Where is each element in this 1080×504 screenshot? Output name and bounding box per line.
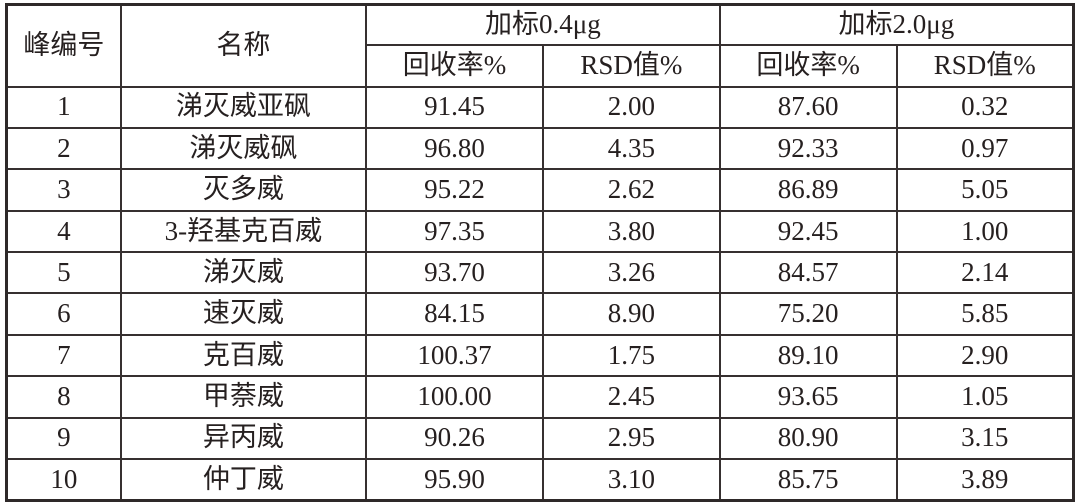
cell-recovery-0-4: 90.26	[365, 416, 544, 461]
header-peak-number: 峰编号	[5, 3, 122, 88]
cell-rsd-0-4: 2.00	[541, 85, 721, 129]
cell-recovery-2-0: 92.45	[718, 209, 898, 254]
cell-peak-number: 8	[5, 375, 122, 419]
cell-recovery-0-4: 93.70	[365, 251, 544, 295]
recovery-rsd-table: 峰编号 名称 加标0.4μg 加标2.0μg 回收率% RSD值% 回收率% R…	[5, 3, 1075, 502]
header-row-top: 峰编号 名称 加标0.4μg 加标2.0μg	[5, 3, 1075, 88]
header-recovery-0-4: 回收率%	[365, 43, 544, 88]
table-row: 3 灭多威 95.22 2.62 86.89 5.05	[5, 168, 1075, 212]
cell-peak-number: 3	[5, 168, 122, 212]
header-rsd-2-0: RSD值%	[895, 43, 1075, 88]
cell-recovery-2-0: 85.75	[718, 458, 898, 502]
cell-recovery-0-4: 95.22	[365, 168, 544, 212]
cell-rsd-0-4: 2.95	[541, 416, 721, 461]
header-name: 名称	[119, 3, 368, 88]
cell-recovery-0-4: 91.45	[365, 85, 544, 129]
cell-recovery-2-0: 87.60	[718, 85, 898, 129]
header-spike-2-0ug: 加标2.0μg	[718, 3, 1075, 46]
table-row: 9 异丙威 90.26 2.95 80.90 3.15	[5, 416, 1075, 461]
cell-rsd-0-4: 2.45	[541, 375, 721, 419]
cell-recovery-2-0: 75.20	[718, 292, 898, 336]
cell-name: 涕灭威亚砜	[119, 85, 368, 129]
cell-recovery-2-0: 89.10	[718, 333, 898, 378]
table-row: 4 3-羟基克百威 97.35 3.80 92.45 1.00	[5, 209, 1075, 254]
cell-recovery-2-0: 93.65	[718, 375, 898, 419]
cell-rsd-2-0: 5.85	[895, 292, 1075, 336]
cell-recovery-0-4: 100.00	[365, 375, 544, 419]
cell-recovery-2-0: 92.33	[718, 126, 898, 171]
cell-recovery-2-0: 80.90	[718, 416, 898, 461]
table-row: 5 涕灭威 93.70 3.26 84.57 2.14	[5, 251, 1075, 295]
cell-recovery-2-0: 84.57	[718, 251, 898, 295]
cell-recovery-0-4: 84.15	[365, 292, 544, 336]
cell-rsd-2-0: 0.32	[895, 85, 1075, 129]
header-row-sub: 回收率% RSD值% 回收率% RSD值%	[7, 43, 1075, 88]
cell-rsd-0-4: 3.80	[541, 209, 721, 254]
cell-name: 甲萘威	[119, 375, 368, 419]
table-row: 1 涕灭威亚砜 91.45 2.00 87.60 0.32	[5, 85, 1075, 129]
cell-rsd-0-4: 1.75	[541, 333, 721, 378]
cell-peak-number: 5	[5, 251, 122, 295]
cell-rsd-2-0: 1.00	[895, 209, 1075, 254]
table-header: 峰编号 名称 加标0.4μg 加标2.0μg 回收率% RSD值% 回收率% R…	[5, 3, 1075, 88]
cell-rsd-0-4: 4.35	[541, 126, 721, 171]
cell-peak-number: 2	[5, 126, 122, 171]
cell-recovery-2-0: 86.89	[718, 168, 898, 212]
cell-rsd-2-0: 2.90	[895, 333, 1075, 378]
cell-name: 克百威	[119, 333, 368, 378]
cell-rsd-0-4: 3.26	[541, 251, 721, 295]
table-row: 6 速灭威 84.15 8.90 75.20 5.85	[5, 292, 1075, 336]
cell-peak-number: 10	[5, 458, 122, 502]
cell-peak-number: 4	[5, 209, 122, 254]
cell-recovery-0-4: 97.35	[365, 209, 544, 254]
cell-rsd-2-0: 5.05	[895, 168, 1075, 212]
cell-rsd-2-0: 3.89	[895, 458, 1075, 502]
table-row: 10 仲丁威 95.90 3.10 85.75 3.89	[5, 458, 1075, 502]
table-row: 2 涕灭威砜 96.80 4.35 92.33 0.97	[5, 126, 1075, 171]
cell-recovery-0-4: 95.90	[365, 458, 544, 502]
header-spike-0-4ug: 加标0.4μg	[365, 3, 721, 46]
cell-rsd-2-0: 1.05	[895, 375, 1075, 419]
cell-name: 速灭威	[119, 292, 368, 336]
cell-rsd-0-4: 2.62	[541, 168, 721, 212]
cell-recovery-0-4: 96.80	[365, 126, 544, 171]
cell-name: 异丙威	[119, 416, 368, 461]
cell-name: 仲丁威	[119, 458, 368, 502]
table-row: 8 甲萘威 100.00 2.45 93.65 1.05	[5, 375, 1075, 419]
cell-peak-number: 7	[5, 333, 122, 378]
header-recovery-2-0: 回收率%	[718, 43, 898, 88]
table-body: 1 涕灭威亚砜 91.45 2.00 87.60 0.32 2 涕灭威砜 96.80 4.35 92…	[5, 85, 1075, 502]
cell-peak-number: 9	[5, 416, 122, 461]
cell-peak-number: 6	[5, 292, 122, 336]
cell-name: 3-羟基克百威	[119, 209, 368, 254]
cell-recovery-0-4: 100.37	[365, 333, 544, 378]
cell-name: 涕灭威砜	[119, 126, 368, 171]
table-row: 7 克百威 100.37 1.75 89.10 2.90	[5, 333, 1075, 378]
cell-rsd-2-0: 2.14	[895, 251, 1075, 295]
cell-name: 灭多威	[119, 168, 368, 212]
cell-rsd-0-4: 3.10	[541, 458, 721, 502]
cell-rsd-0-4: 8.90	[541, 292, 721, 336]
cell-rsd-2-0: 3.15	[895, 416, 1075, 461]
cell-peak-number: 1	[5, 85, 122, 129]
header-rsd-0-4: RSD值%	[541, 43, 721, 88]
cell-rsd-2-0: 0.97	[895, 126, 1075, 171]
cell-name: 涕灭威	[119, 251, 368, 295]
